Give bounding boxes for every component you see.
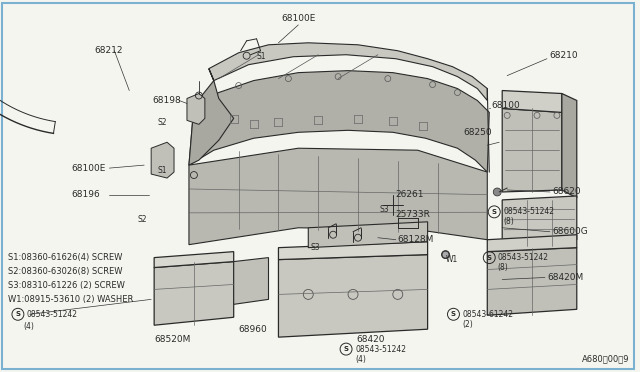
Text: S1: S1: [257, 52, 266, 61]
Text: 68100: 68100: [492, 101, 520, 110]
Text: S1:08360-61626(4) SCREW: S1:08360-61626(4) SCREW: [8, 253, 122, 262]
Text: 68128M: 68128M: [398, 235, 434, 244]
Text: W1: W1: [445, 255, 458, 264]
Polygon shape: [562, 93, 577, 198]
Text: 26261: 26261: [396, 190, 424, 199]
Polygon shape: [234, 257, 269, 304]
Text: 68620: 68620: [552, 187, 580, 196]
Polygon shape: [154, 251, 234, 267]
Polygon shape: [487, 235, 577, 251]
Text: W1:08915-53610 (2) WASHER: W1:08915-53610 (2) WASHER: [8, 295, 133, 304]
Text: S3: S3: [310, 243, 320, 252]
Text: S2: S2: [157, 118, 166, 127]
Polygon shape: [189, 71, 489, 172]
Text: 68212: 68212: [95, 46, 123, 55]
Text: 68196: 68196: [72, 190, 100, 199]
Polygon shape: [278, 254, 428, 337]
Polygon shape: [187, 93, 205, 124]
Text: S: S: [487, 254, 492, 261]
Text: (8): (8): [503, 217, 514, 226]
Text: (4): (4): [24, 322, 35, 331]
Text: 68100E: 68100E: [72, 164, 106, 173]
Text: 68420M: 68420M: [547, 273, 583, 282]
Polygon shape: [189, 148, 487, 245]
Polygon shape: [502, 90, 562, 112]
Text: (2): (2): [463, 320, 473, 329]
Text: S: S: [15, 311, 20, 317]
Polygon shape: [278, 242, 428, 260]
Text: 68960: 68960: [239, 325, 268, 334]
Polygon shape: [502, 196, 577, 246]
Text: S: S: [344, 346, 349, 352]
Text: S2:08360-63026(8) SCREW: S2:08360-63026(8) SCREW: [8, 267, 122, 276]
Text: 68250: 68250: [463, 128, 492, 137]
Text: S1: S1: [157, 166, 166, 174]
Polygon shape: [154, 262, 234, 325]
Text: 25733R: 25733R: [396, 210, 431, 219]
Text: 68420: 68420: [356, 335, 385, 344]
Text: S2: S2: [137, 215, 147, 224]
Text: 08543-51242: 08543-51242: [497, 253, 548, 262]
Text: 68600G: 68600G: [552, 227, 588, 236]
Text: 08543-61242: 08543-61242: [463, 310, 513, 319]
Text: 08543-51242: 08543-51242: [503, 207, 554, 217]
Text: (8): (8): [497, 263, 508, 272]
Polygon shape: [487, 248, 577, 315]
Circle shape: [442, 251, 449, 259]
Text: S3:08310-61226 (2) SCREW: S3:08310-61226 (2) SCREW: [8, 281, 125, 290]
Circle shape: [493, 188, 501, 196]
Text: 68198: 68198: [152, 96, 181, 105]
Text: 68210: 68210: [549, 51, 577, 60]
Text: 08543-51242: 08543-51242: [27, 310, 78, 319]
Polygon shape: [151, 142, 174, 178]
Text: 68520M: 68520M: [154, 335, 191, 344]
Text: 08543-51242: 08543-51242: [355, 344, 406, 354]
Polygon shape: [308, 222, 428, 248]
Polygon shape: [189, 69, 234, 165]
Text: A680　00〇9: A680 00〇9: [582, 355, 629, 363]
Text: (4): (4): [355, 355, 366, 363]
Text: S: S: [451, 311, 456, 317]
Text: 68100E: 68100E: [281, 15, 316, 23]
Polygon shape: [209, 43, 487, 100]
Polygon shape: [502, 108, 562, 192]
Text: S3: S3: [380, 205, 390, 214]
Text: S: S: [492, 209, 497, 215]
